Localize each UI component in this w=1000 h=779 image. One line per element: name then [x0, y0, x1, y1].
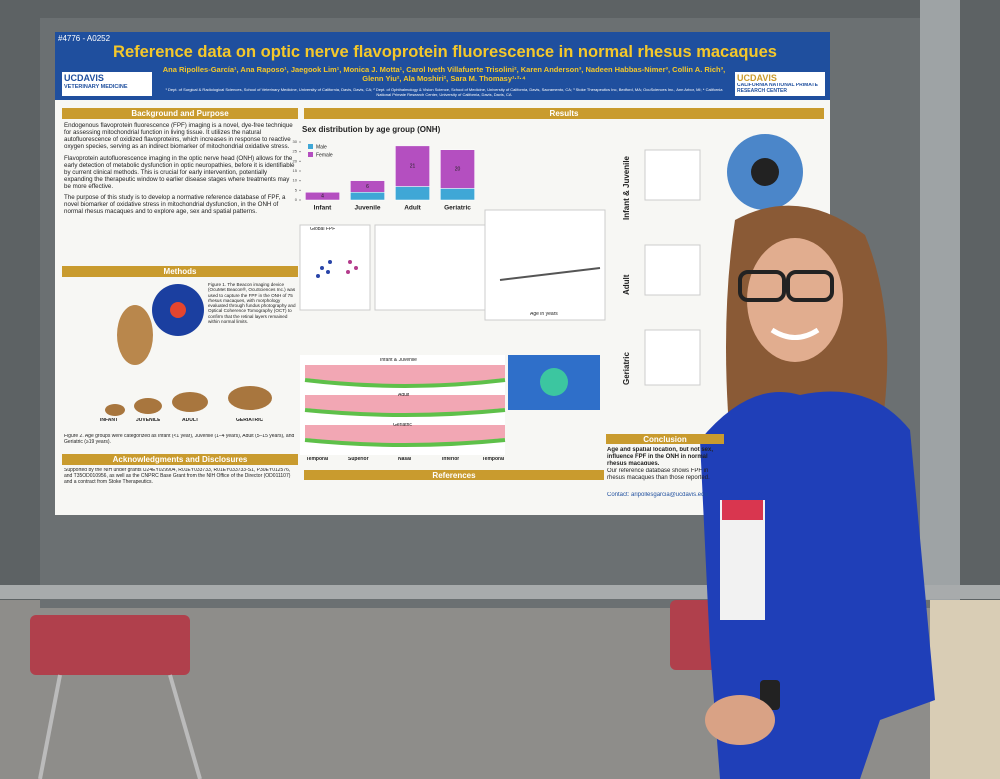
profile-label: Inferior: [442, 457, 460, 462]
stage-label: INFANT: [100, 418, 119, 423]
logo-box: [735, 72, 825, 96]
chair-leg: [38, 674, 62, 779]
stage-label: JUVENILE: [136, 418, 161, 423]
logo-right-unit: CALIFORNIA NATIONAL PRIMATE RESEARCH CEN…: [737, 83, 818, 94]
logo-left-name: UCDAVIS: [64, 73, 104, 83]
logo-left-unit: VETERINARY MEDICINE: [64, 84, 128, 90]
profile-label: Temporal: [306, 457, 329, 462]
authors: Ana Ripolles-García¹, Ana Raposo¹, Jaego…: [162, 66, 726, 83]
acknowledgments-text: Supported by the NIH under grants U24EY0…: [64, 468, 291, 485]
paragraph: The purpose of this study is to develop …: [64, 194, 286, 216]
affiliations: ¹ Dept. of Surgical & Radiological Scien…: [165, 88, 723, 97]
conclusion-text: Our reference database shows FPF in rhes…: [607, 468, 710, 481]
section-heading: Results: [304, 108, 824, 119]
bag: [930, 600, 1000, 779]
row-label: Adult: [622, 274, 631, 295]
section-heading: References: [304, 470, 604, 480]
optic-disc: [170, 302, 186, 318]
paragraph: Endogenous flavoprotein fluorescence (FP…: [64, 122, 293, 151]
figure-caption: Figure 1. The Beacon imaging device (Ocu…: [208, 282, 296, 324]
axis-label: Age in years: [530, 312, 558, 317]
contact: Contact: aripollesgarcia@ucdavis.edu: [607, 492, 708, 498]
row-label: Geriatric: [622, 352, 631, 385]
figure-caption: Figure 2. Age groups were categorized as…: [64, 434, 295, 445]
section-heading: Background and Purpose: [62, 108, 298, 119]
profile-label: Nasal: [398, 457, 412, 462]
profile-title: Geriatric: [393, 423, 412, 428]
poster-id: #4776 - A0252: [58, 34, 111, 43]
monkey-illustration: [117, 305, 153, 365]
chair-leg: [168, 674, 202, 779]
profile-title: Adult: [398, 393, 410, 398]
row-label: Infant & Juvenile: [622, 155, 631, 220]
paragraph: Flavoprotein autofluorescence imaging in…: [64, 154, 295, 191]
poster-title: Reference data on optic nerve flavoprote…: [113, 43, 777, 61]
background-text: Endogenous flavoprotein fluorescence (FP…: [64, 122, 296, 262]
board-post: [920, 0, 960, 600]
panel-title: Global FPF: [310, 227, 336, 232]
section-heading: Acknowledgments and Disclosures: [62, 454, 298, 465]
conclusion-text: Age and spatial location, but not sex, i…: [607, 447, 714, 465]
stage-label: ADULT: [182, 418, 199, 423]
person: [700, 205, 935, 779]
monkey-stages: [105, 386, 272, 416]
logo-box: [62, 72, 152, 96]
profile-title: Infant & Juvenile: [380, 358, 417, 363]
logo-right-name: UCDAVIS: [737, 73, 777, 83]
profile-label: Superior: [348, 457, 369, 462]
stage-label: GERIATRIC: [236, 418, 264, 423]
fpf-panels: [299, 134, 803, 455]
profile-label: Temporal: [482, 457, 505, 462]
section-heading: Methods: [62, 266, 298, 277]
section-heading: Conclusion: [606, 434, 724, 444]
chair-seat: [30, 615, 190, 675]
poster-header: [55, 32, 830, 100]
